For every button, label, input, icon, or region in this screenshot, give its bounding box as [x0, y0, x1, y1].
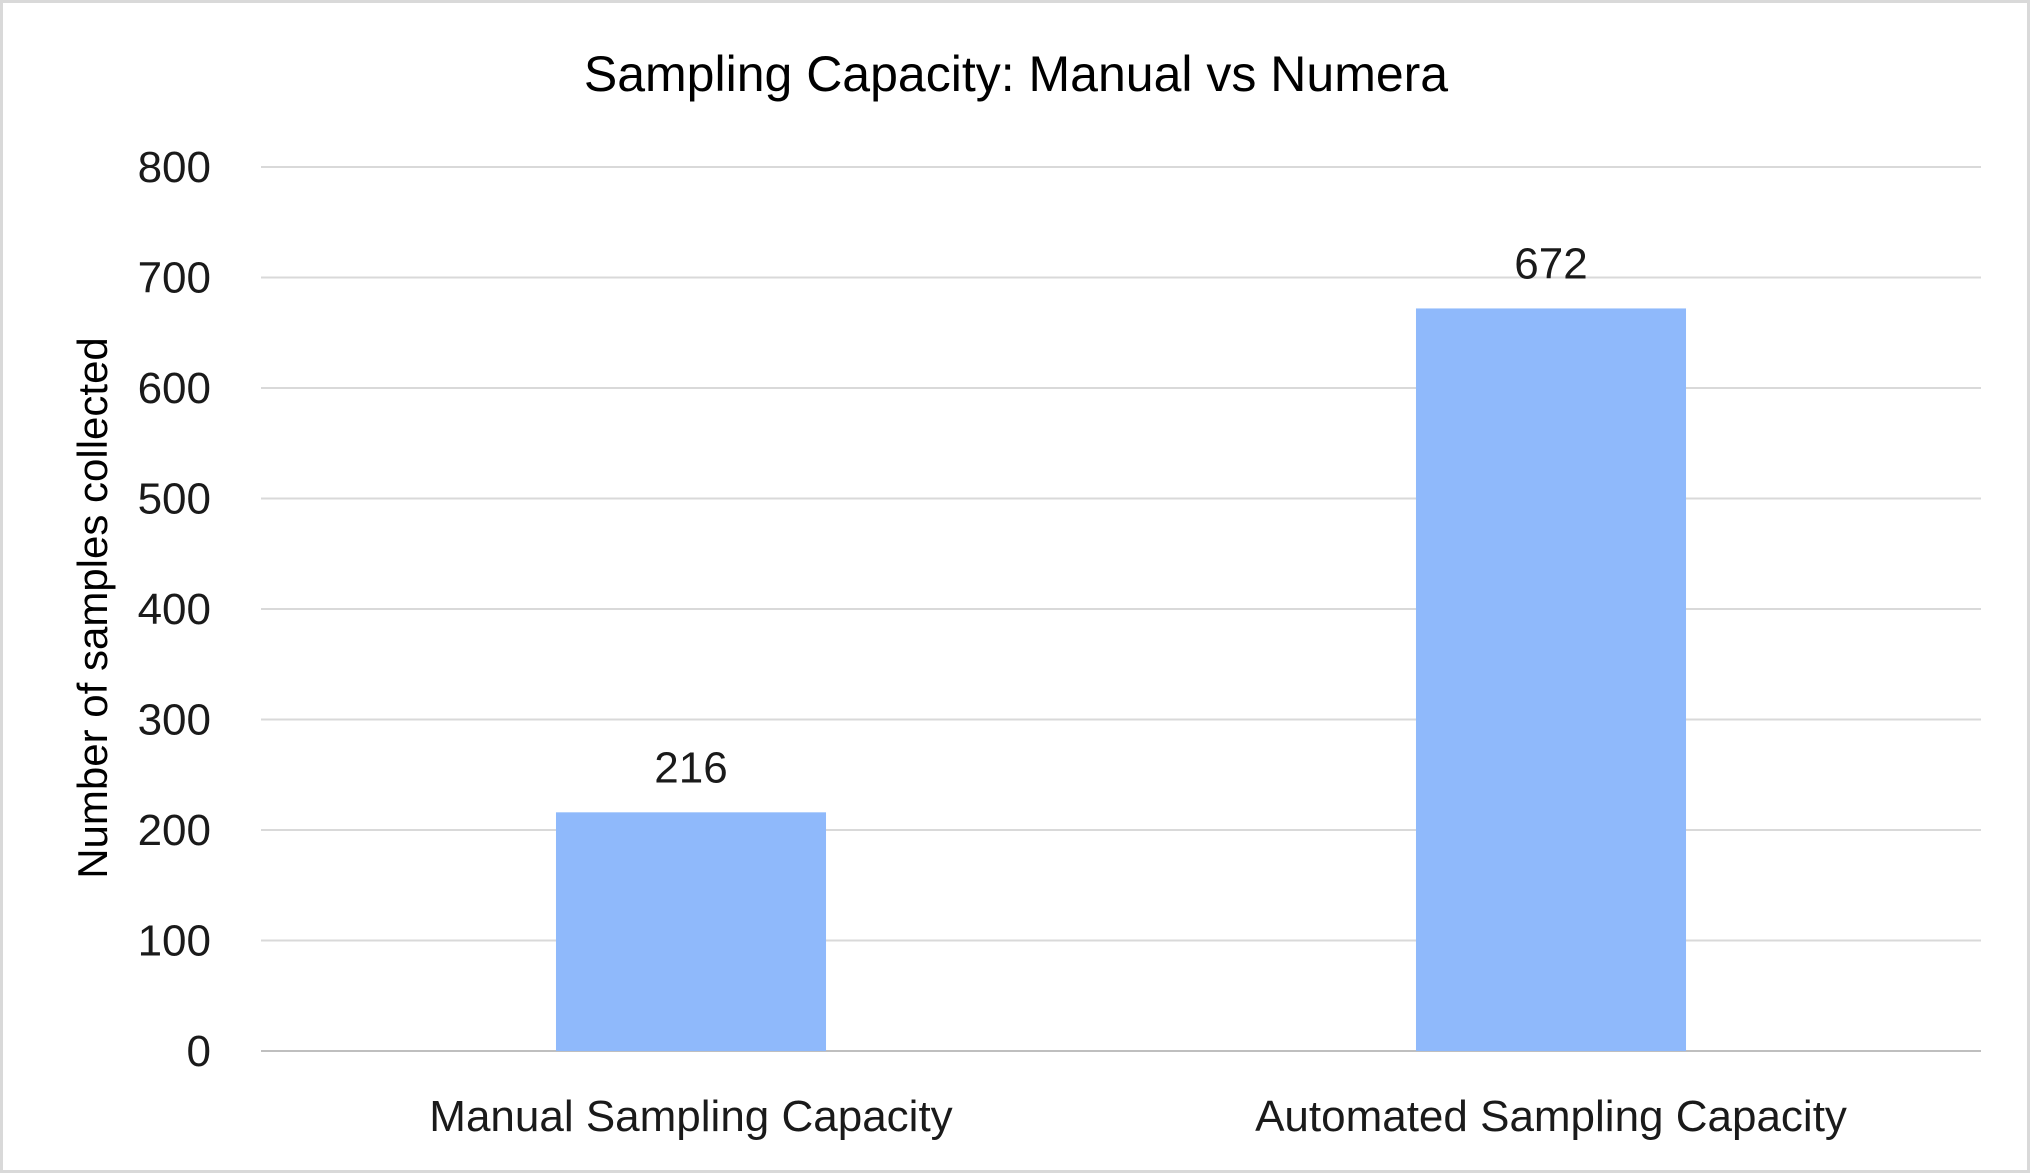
y-axis-title: Number of samples collected [69, 337, 116, 879]
x-category-label: Automated Sampling Capacity [1255, 1092, 1847, 1141]
y-tick-label: 200 [138, 806, 211, 855]
bars [555, 308, 1687, 1051]
y-tick-label: 700 [138, 254, 211, 303]
bar-2 [1415, 308, 1687, 1051]
y-tick-label: 300 [138, 696, 211, 745]
bar-chart: Sampling Capacity: Manual vs Numera 0 100… [69, 46, 1981, 1141]
x-axis-categories: Manual Sampling Capacity Automated Sampli… [429, 1092, 1847, 1141]
y-tick-label: 400 [138, 585, 211, 634]
y-tick-label: 600 [138, 364, 211, 413]
y-tick-label: 500 [138, 475, 211, 524]
data-labels: 216 672 [654, 239, 1587, 792]
gridlines [261, 166, 1981, 1052]
y-axis-ticks: 0 100 200 300 400 500 600 700 800 [138, 143, 211, 1076]
y-tick-label: 0 [187, 1027, 211, 1076]
y-tick-label: 100 [138, 917, 211, 966]
chart-title: Sampling Capacity: Manual vs Numera [584, 46, 1448, 102]
x-category-label: Manual Sampling Capacity [429, 1092, 952, 1141]
data-label: 216 [654, 743, 727, 792]
data-label: 672 [1514, 239, 1587, 288]
y-tick-label: 800 [138, 143, 211, 192]
bar-1 [555, 812, 827, 1051]
